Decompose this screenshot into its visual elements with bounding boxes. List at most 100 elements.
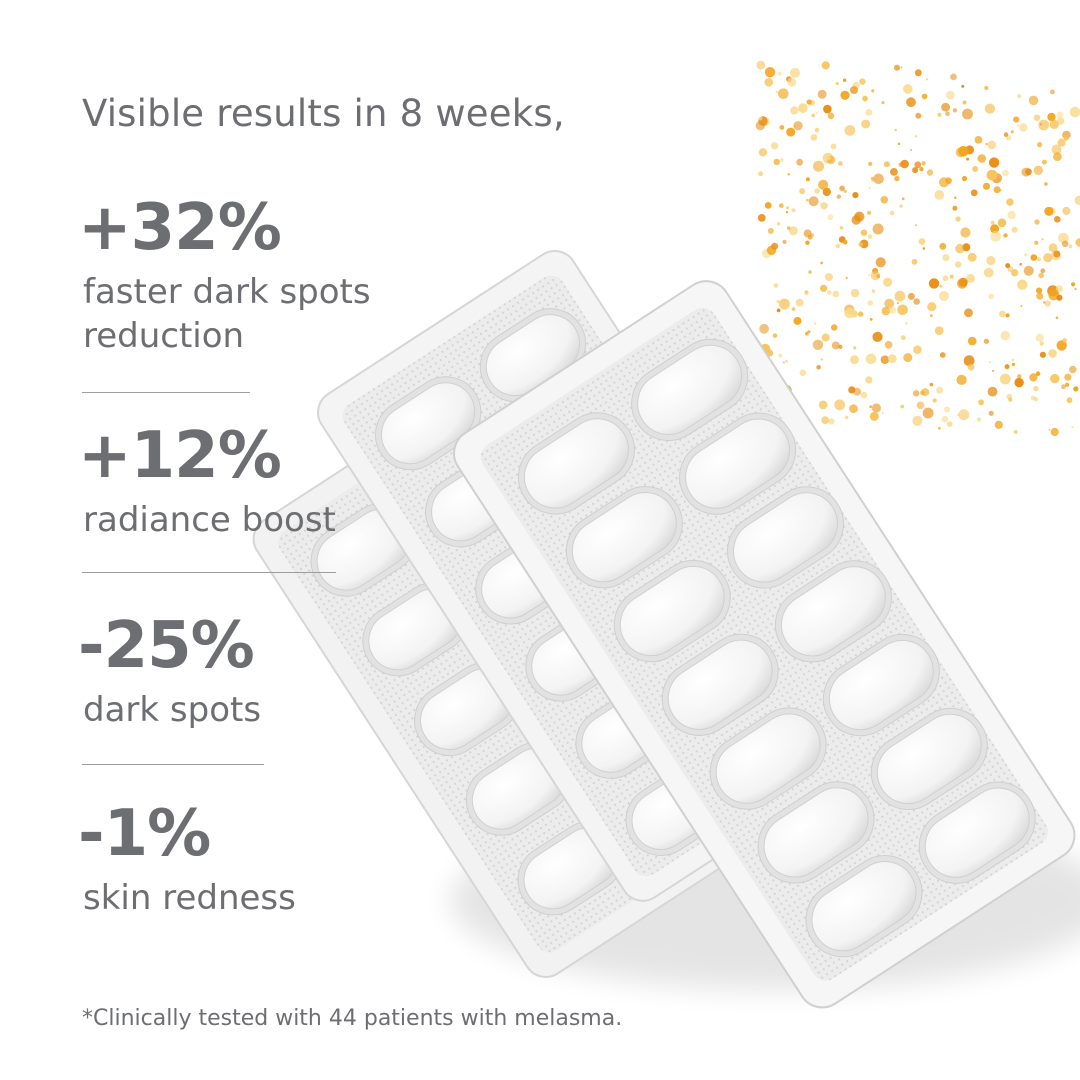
granule (845, 415, 849, 420)
granule (869, 411, 879, 421)
granule (871, 289, 876, 293)
granule (812, 339, 824, 350)
granule (786, 127, 796, 137)
granule (1010, 130, 1014, 134)
granule (1041, 238, 1044, 241)
granule (1069, 106, 1080, 118)
granule (764, 67, 776, 78)
granule (758, 148, 768, 157)
granule (814, 188, 820, 194)
granule (903, 84, 913, 94)
granule (779, 125, 785, 130)
granule (957, 413, 960, 416)
granule (934, 190, 945, 200)
granule (757, 214, 766, 222)
tablet (637, 344, 743, 435)
granule (1005, 263, 1011, 269)
granule (955, 243, 965, 254)
granule (997, 218, 1007, 228)
granule (949, 274, 954, 279)
granule (1043, 301, 1046, 304)
granule (932, 398, 937, 403)
granule (918, 238, 926, 245)
granule (945, 111, 950, 116)
tablet (380, 382, 476, 465)
granule (808, 196, 819, 207)
granule (862, 95, 868, 102)
granule (805, 240, 810, 245)
granule (1066, 397, 1073, 404)
granule (921, 161, 926, 166)
granule (985, 142, 988, 146)
granule (1017, 374, 1022, 379)
granule (930, 314, 933, 318)
granule (821, 333, 830, 342)
stat-value: +12% (78, 419, 282, 493)
granule (956, 374, 967, 385)
stat-label-line: dark spots (83, 690, 262, 730)
granule (881, 101, 885, 105)
granule (1075, 238, 1080, 247)
granule (937, 426, 941, 430)
granule (796, 158, 803, 166)
granule (875, 257, 886, 268)
granule (1011, 358, 1014, 362)
granule (967, 363, 975, 371)
stat-label-line: skin redness (83, 878, 296, 918)
granule (1044, 300, 1051, 307)
granule (868, 234, 873, 239)
headline: Visible results in 8 weeks, (82, 92, 565, 135)
granule (999, 373, 1011, 385)
granule (865, 376, 873, 384)
granule (793, 316, 802, 325)
granule (926, 169, 934, 176)
granule (913, 390, 920, 397)
granule (869, 405, 872, 409)
granule (1040, 268, 1046, 274)
granule (788, 226, 798, 236)
granule (941, 415, 949, 423)
tablet (763, 787, 869, 878)
granule (776, 308, 781, 313)
granule (988, 410, 994, 416)
granule (1039, 123, 1043, 126)
granule (939, 177, 950, 188)
granule (1019, 123, 1028, 132)
tablet (780, 566, 886, 657)
granule (993, 186, 1001, 194)
granule (786, 226, 791, 230)
granule (921, 93, 928, 100)
granule (785, 359, 788, 363)
granule (1050, 427, 1059, 437)
tablet (733, 492, 838, 583)
granule (1000, 330, 1010, 341)
granule (903, 353, 913, 363)
granule (843, 189, 847, 193)
granule (831, 341, 840, 350)
granule (986, 169, 998, 181)
granule (962, 108, 973, 120)
granule (920, 390, 925, 396)
granule (821, 61, 830, 70)
granule (791, 307, 796, 311)
granule (987, 386, 998, 397)
granule (906, 97, 916, 108)
granule (868, 186, 871, 190)
granule (905, 321, 908, 325)
granule (767, 227, 774, 234)
granule (772, 333, 778, 338)
granule (868, 274, 870, 276)
stat-label-line: faster dark spots (83, 272, 371, 312)
granule (952, 108, 958, 113)
granule (894, 128, 897, 132)
granule (888, 306, 897, 314)
granule (1053, 152, 1062, 162)
granule (881, 412, 884, 415)
granule (839, 226, 844, 230)
granule (1028, 95, 1039, 106)
granule (835, 243, 840, 249)
granule (936, 386, 944, 394)
granule (1073, 386, 1079, 392)
granule (1023, 265, 1034, 276)
granule (816, 365, 821, 370)
